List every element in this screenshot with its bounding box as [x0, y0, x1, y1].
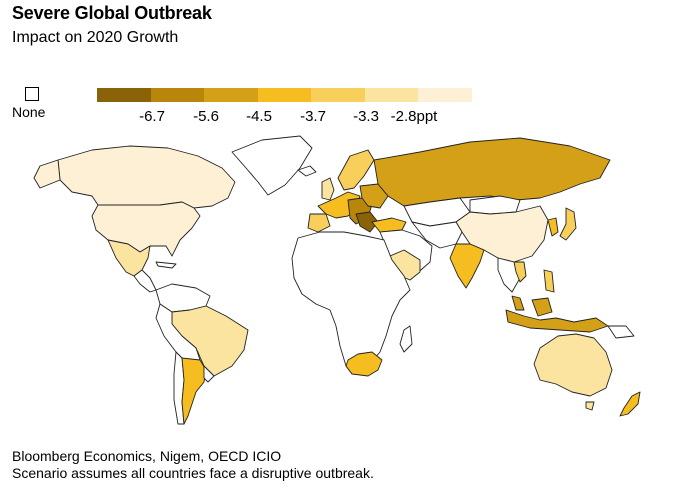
- legend-tick-3: -4.5: [246, 108, 272, 125]
- united-kingdom: [321, 177, 335, 201]
- mongolia: [469, 195, 521, 215]
- greenland: [231, 135, 313, 196]
- legend-swatch-6: [364, 88, 418, 102]
- legend-tick-1: -6.7: [139, 108, 165, 125]
- legend-tick-5: -3.3: [353, 108, 379, 125]
- malaysia: [511, 295, 525, 311]
- balkans: [355, 211, 379, 233]
- turkey: [371, 217, 407, 233]
- legend-swatch-7: [418, 88, 472, 102]
- central-america: [133, 269, 157, 293]
- legend-none-label: None: [12, 104, 46, 120]
- uruguay: [203, 365, 215, 383]
- indonesia: [505, 309, 609, 333]
- scenario-note: Scenario assumes all countries face a di…: [12, 465, 374, 481]
- legend-swatch-4: [257, 88, 311, 102]
- australia: [533, 333, 613, 397]
- world-map: [33, 135, 641, 425]
- korea: [547, 217, 559, 237]
- legend-tick-6: -2.8ppt: [390, 108, 438, 125]
- alaska: [33, 159, 61, 189]
- canada: [57, 145, 236, 209]
- usa: [91, 201, 201, 257]
- mexico: [107, 239, 151, 277]
- japan: [559, 207, 577, 241]
- chart-subtitle: Impact on 2020 Growth: [12, 29, 179, 46]
- tasmania: [585, 401, 595, 411]
- new-zealand: [619, 391, 641, 417]
- iberia: [307, 213, 331, 233]
- legend-color-scale: [97, 88, 472, 102]
- borneo: [531, 297, 553, 317]
- africa: [291, 231, 411, 375]
- papua-new-guinea: [607, 325, 635, 339]
- vietnam: [513, 261, 527, 283]
- legend-swatch-1: [97, 88, 151, 102]
- india: [449, 243, 485, 289]
- philippines: [543, 269, 555, 293]
- south-africa: [345, 351, 383, 377]
- argentina: [181, 357, 207, 425]
- source-line: Bloomberg Economics, Nigem, OECD ICIO: [12, 448, 282, 464]
- chart-title: Severe Global Outbreak: [12, 3, 212, 23]
- source-note: Bloomberg Economics, Nigem, OECD ICIO Sc…: [12, 448, 374, 482]
- legend-none-swatch: [25, 87, 39, 101]
- scandinavia: [337, 149, 375, 191]
- legend-tick-4: -3.7: [300, 108, 326, 125]
- iran-pakistan: [411, 221, 463, 249]
- russia: [373, 137, 611, 207]
- legend-swatch-3: [204, 88, 258, 102]
- legend-swatch-2: [150, 88, 204, 102]
- legend-swatch-5: [311, 88, 365, 102]
- iceland: [297, 165, 317, 177]
- legend-tick-2: -5.6: [193, 108, 219, 125]
- cuba: [155, 261, 177, 269]
- madagascar: [399, 325, 413, 353]
